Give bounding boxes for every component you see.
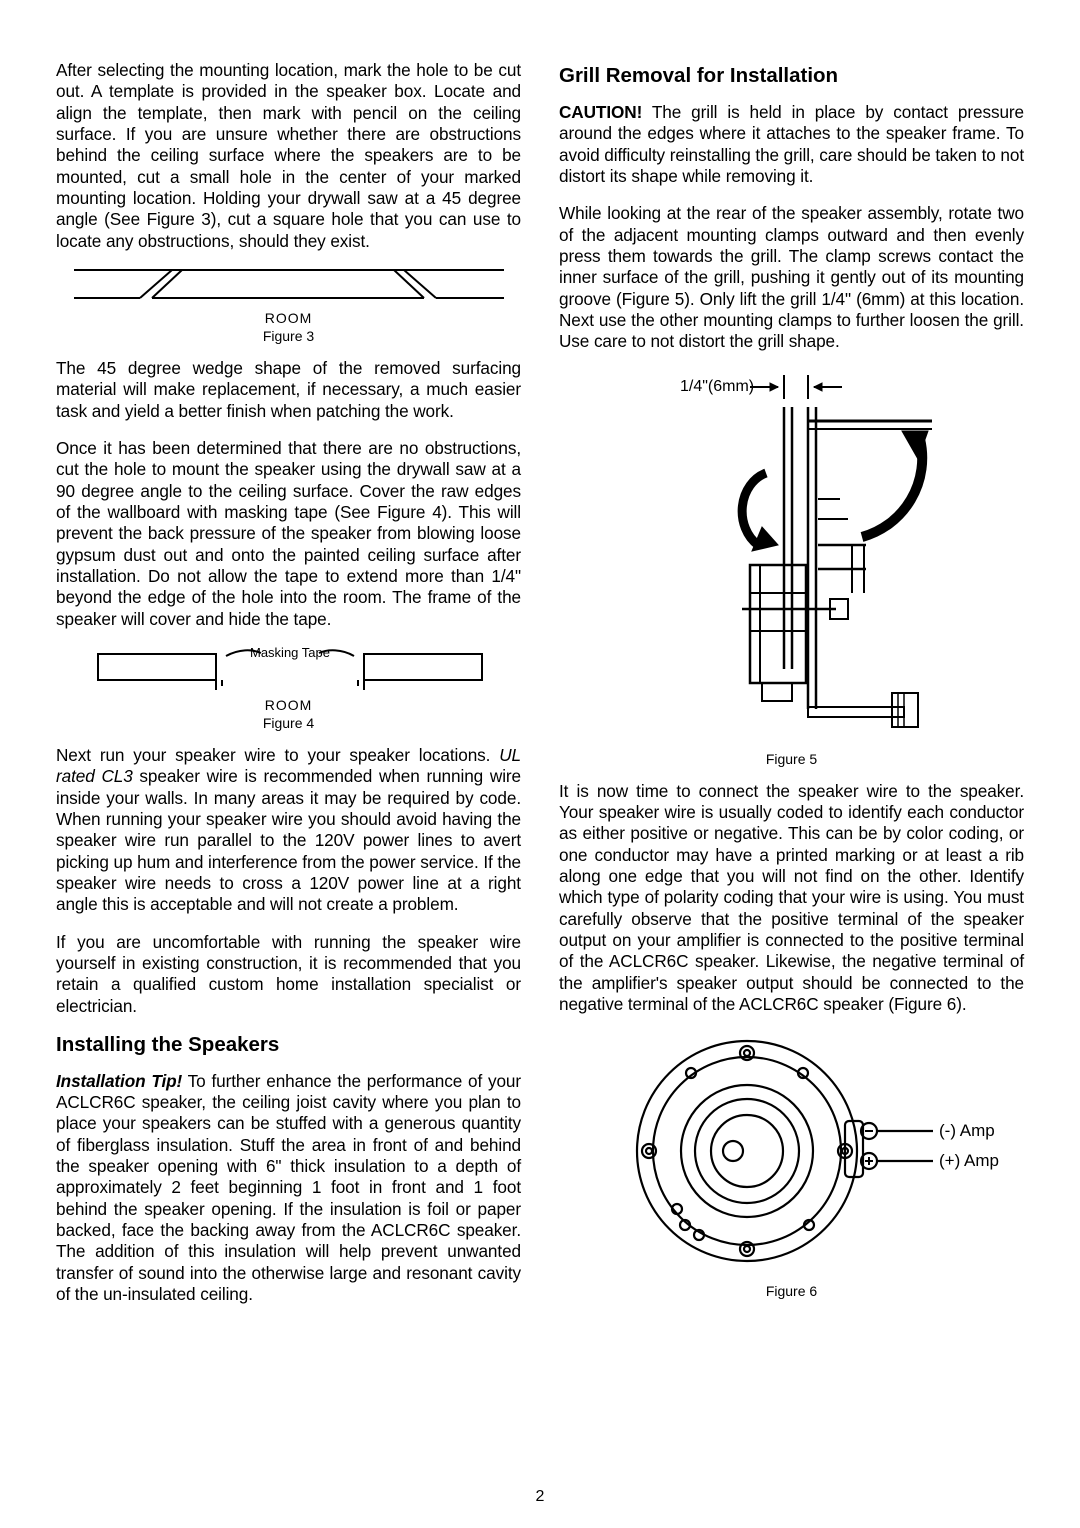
para-cut-hole: Once it has been determined that there a… [56,438,521,630]
figure-6-caption: Figure 6 [559,1283,1024,1299]
left-column: After selecting the mounting location, m… [56,60,521,1321]
heading-installing: Installing the Speakers [56,1033,521,1057]
figure-3-svg [74,268,504,310]
figure-5-caption: Figure 5 [559,751,1024,767]
p4-pre: Next run your speaker wire to your speak… [56,745,499,765]
para-wedge-shape: The 45 degree wedge shape of the removed… [56,358,521,422]
page-number: 2 [0,1488,1080,1506]
figure-3-room: ROOM [56,310,521,326]
para-caution: CAUTION! The grill is held in place by c… [559,102,1024,187]
figure-3-caption: Figure 3 [56,328,521,344]
para-wire-run: Next run your speaker wire to your speak… [56,745,521,916]
p6-post: To further enhance the performance of yo… [56,1071,521,1304]
para-connect-wire: It is now time to connect the speaker wi… [559,781,1024,1016]
figure-4-svg: Masking Tape [74,646,504,701]
para-electrician: If you are uncomfortable with running th… [56,932,521,1017]
figure-5-svg: 1/4"(6mm) [592,369,992,749]
figure-6-neg: (-) Amp [939,1121,995,1140]
figure-4-caption: Figure 4 [56,715,521,731]
figure-5-dim: 1/4"(6mm) [680,378,754,395]
p4-post: speaker wire is recommended when running… [56,766,521,914]
figure-4-label: Masking Tape [250,646,330,660]
caution-strong: CAUTION! [559,102,642,122]
p6-em: Installation Tip! [56,1071,182,1091]
right-column: Grill Removal for Installation CAUTION! … [559,60,1024,1321]
figure-6-svg: (-) Amp (+) Amp [577,1031,1007,1281]
para-grill-rotate: While looking at the rear of the speaker… [559,203,1024,352]
figure-4-room: ROOM [56,697,521,713]
figure-6-pos: (+) Amp [939,1151,999,1170]
heading-grill-removal: Grill Removal for Installation [559,64,1024,88]
para-mount-location: After selecting the mounting location, m… [56,60,521,252]
para-install-tip: Installation Tip! To further enhance the… [56,1071,521,1306]
